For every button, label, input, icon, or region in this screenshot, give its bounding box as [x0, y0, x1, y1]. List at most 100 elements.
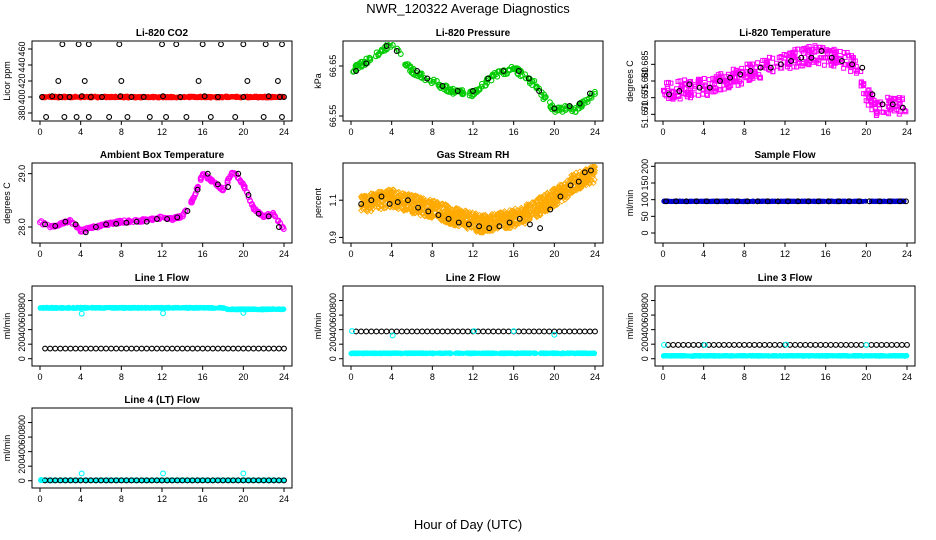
data-point [442, 350, 448, 356]
data-point [255, 345, 262, 352]
data-point [421, 212, 429, 219]
data-point [685, 341, 692, 348]
data-point [799, 48, 805, 54]
data-point [414, 328, 421, 335]
series-layer [660, 43, 909, 118]
x-tick-label: 0 [37, 249, 42, 259]
data-point [528, 199, 536, 207]
data-point [164, 345, 171, 352]
data-point [797, 341, 804, 348]
data-point [456, 210, 464, 217]
y-tick-label: 800 [17, 293, 27, 308]
data-point [490, 328, 497, 335]
data-point [360, 193, 367, 200]
data-point [495, 328, 502, 335]
data-point [458, 88, 465, 95]
data-point [543, 350, 549, 357]
data-point [358, 328, 365, 335]
data-point [750, 75, 756, 81]
data-point [572, 169, 580, 176]
data-point [755, 60, 761, 66]
data-point [868, 341, 875, 348]
data-point [459, 208, 466, 215]
data-point [471, 328, 477, 335]
data-point [523, 201, 530, 208]
data-point [686, 87, 692, 93]
data-point [245, 345, 252, 352]
data-point [231, 170, 238, 177]
data-point [95, 304, 101, 311]
data-point [774, 198, 781, 205]
data-point [754, 198, 761, 205]
data-point [187, 95, 193, 101]
data-point [122, 93, 129, 100]
data-point [549, 186, 556, 193]
data-point [232, 306, 239, 313]
data-point [401, 190, 408, 198]
data-point [888, 341, 895, 348]
data-point [445, 212, 452, 219]
data-point [429, 205, 437, 213]
data-point [353, 68, 360, 74]
x-tick-label: 4 [78, 372, 83, 382]
x-tick-label: 12 [468, 127, 478, 137]
data-point [425, 199, 433, 206]
data-point [779, 353, 786, 359]
data-point [737, 71, 744, 78]
y-tick-label: 460 [17, 41, 27, 56]
data-point [716, 87, 722, 93]
y-axis-label: degrees C [625, 60, 635, 102]
x-tick-label: 16 [198, 249, 208, 259]
x-tick-label: 0 [37, 372, 42, 382]
y-tick-label: 51.680 [640, 67, 650, 95]
data-point [726, 83, 732, 89]
data-point [463, 350, 469, 356]
data-point [815, 198, 822, 205]
data-point [383, 45, 390, 52]
data-point [419, 350, 425, 356]
data-point [691, 85, 697, 91]
data-point [550, 188, 558, 195]
data-point [189, 195, 196, 202]
panel-title: Li-820 Pressure [436, 28, 511, 39]
data-point [265, 345, 272, 352]
data-point [792, 47, 798, 53]
data-point [194, 345, 201, 352]
data-point [160, 310, 166, 317]
data-point [225, 184, 232, 190]
data-point [896, 198, 903, 205]
data-point [700, 83, 706, 89]
data-point [163, 215, 170, 222]
data-point [419, 210, 427, 217]
data-point [459, 209, 466, 217]
data-point [724, 198, 730, 205]
x-tick-label: 24 [590, 249, 600, 259]
data-point [752, 71, 758, 77]
data-point [275, 306, 282, 312]
data-point [727, 78, 733, 84]
data-point [274, 78, 281, 84]
x-tick-label: 24 [590, 127, 600, 137]
data-point [851, 198, 857, 204]
data-point [586, 328, 593, 335]
data-point [138, 345, 145, 352]
data-point [142, 305, 148, 311]
data-point [209, 345, 216, 352]
data-point [373, 198, 381, 205]
data-point [901, 353, 907, 359]
y-tick-label: 0 [17, 478, 27, 483]
data-point [575, 178, 582, 185]
x-tick-label: 8 [742, 127, 747, 137]
series-layer [661, 198, 909, 205]
data-point [94, 95, 100, 101]
data-point [415, 204, 422, 211]
data-point [546, 328, 553, 335]
data-point [480, 328, 487, 335]
data-point [189, 345, 196, 352]
data-point [409, 192, 416, 199]
data-point [399, 190, 407, 197]
data-point [262, 213, 269, 220]
data-point [668, 80, 674, 86]
